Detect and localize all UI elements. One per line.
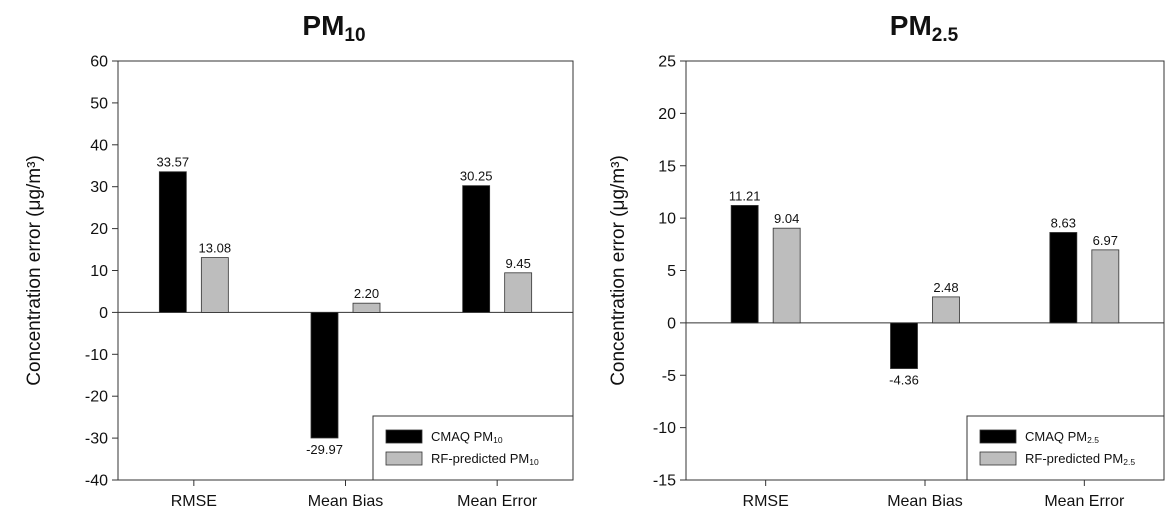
y-tick-label: 5: [667, 263, 676, 280]
bar-cmaq: [890, 322, 918, 369]
legend-swatch-cmaq: [385, 429, 423, 444]
y-tick-label: 15: [658, 158, 676, 175]
legend-label-rf: RF-predicted PM2.5: [1025, 451, 1135, 467]
legend-label-main: CMAQ PM: [431, 429, 493, 444]
y-axis-label: Concentration error (μg/m³): [24, 155, 45, 386]
bar-rf: [352, 302, 381, 313]
legend: CMAQ PM2.5RF-predicted PM2.5: [966, 415, 1165, 481]
y-tick-label: 25: [658, 54, 676, 71]
data-label: 13.08: [199, 241, 232, 256]
y-tick-label: -30: [85, 431, 108, 448]
y-axis-label: Concentration error (μg/m³): [608, 155, 629, 386]
legend-label-subscript: 10: [529, 457, 539, 467]
legend-box: [372, 415, 574, 481]
bar-cmaq: [462, 185, 491, 313]
legend-swatch-cmaq: [979, 429, 1017, 444]
legend-label-cmaq: CMAQ PM2.5: [1025, 429, 1099, 445]
legend-box: [966, 415, 1165, 481]
data-label: -4.36: [889, 373, 919, 388]
y-tick-label: 20: [658, 106, 676, 123]
chart-title-1: PM2.5: [890, 10, 959, 46]
x-category-label: RMSE: [171, 493, 217, 510]
legend-label-subscript: 2.5: [1087, 435, 1099, 445]
bar-rf: [772, 227, 801, 324]
bar-rf: [504, 272, 533, 313]
y-tick-label: 30: [90, 179, 108, 196]
legend-swatch-rf: [979, 451, 1017, 466]
chart-title-subscript: 2.5: [932, 25, 959, 46]
y-tick-label: -10: [85, 347, 108, 364]
y-tick-label: -20: [85, 389, 108, 406]
bar-cmaq: [730, 205, 759, 324]
legend-label-cmaq: CMAQ PM10: [431, 429, 503, 445]
y-tick-label: 50: [90, 95, 108, 112]
y-tick-label: 20: [90, 221, 108, 238]
y-tick-label: -10: [653, 420, 676, 437]
bar-rf: [932, 296, 960, 324]
legend-label-subscript: 2.5: [1123, 457, 1135, 467]
data-label: 6.97: [1093, 233, 1118, 248]
y-tick-label: 0: [667, 315, 676, 332]
data-label: -29.97: [306, 442, 343, 457]
y-tick-label: -40: [85, 473, 108, 490]
x-category-label: Mean Bias: [308, 493, 384, 510]
y-tick-label: 40: [90, 137, 108, 154]
data-label: 11.21: [729, 188, 761, 203]
legend-label-main: RF-predicted PM: [1025, 451, 1123, 466]
x-category-label: Mean Bias: [887, 493, 963, 510]
data-label: 2.48: [933, 280, 958, 295]
chart-title-subscript: 10: [344, 25, 365, 46]
y-tick-label: -15: [653, 473, 676, 490]
bar-cmaq: [310, 311, 339, 439]
chart-title-main: PM: [890, 10, 932, 41]
data-label: 9.04: [774, 211, 799, 226]
chart-panel-0: PM10-40-30-20-100102030405060Concentrati…: [24, 10, 574, 510]
data-label: 8.63: [1051, 215, 1076, 230]
data-label: 9.45: [506, 256, 531, 271]
chart-title-main: PM: [302, 10, 344, 41]
legend-label-main: RF-predicted PM: [431, 451, 529, 466]
chart-title-0: PM10: [302, 10, 365, 46]
data-label: 33.57: [157, 155, 190, 170]
y-tick-label: -5: [662, 368, 676, 385]
bar-rf: [1091, 249, 1120, 324]
y-tick-label: 0: [99, 305, 108, 322]
data-label: 30.25: [460, 169, 493, 184]
y-tick-label: 10: [90, 263, 108, 280]
bar-rf: [200, 257, 229, 313]
x-category-label: RMSE: [743, 493, 789, 510]
data-label: 2.20: [354, 286, 379, 301]
legend-label-rf: RF-predicted PM10: [431, 451, 539, 467]
x-category-label: Mean Error: [1044, 493, 1125, 510]
bar-cmaq: [1049, 232, 1078, 324]
legend-label-subscript: 10: [493, 435, 503, 445]
y-tick-label: 60: [90, 54, 108, 71]
legend-swatch-rf: [385, 451, 423, 466]
x-category-label: Mean Error: [457, 493, 538, 510]
bar-cmaq: [158, 171, 187, 313]
y-tick-label: 10: [658, 211, 676, 228]
legend-label-main: CMAQ PM: [1025, 429, 1087, 444]
